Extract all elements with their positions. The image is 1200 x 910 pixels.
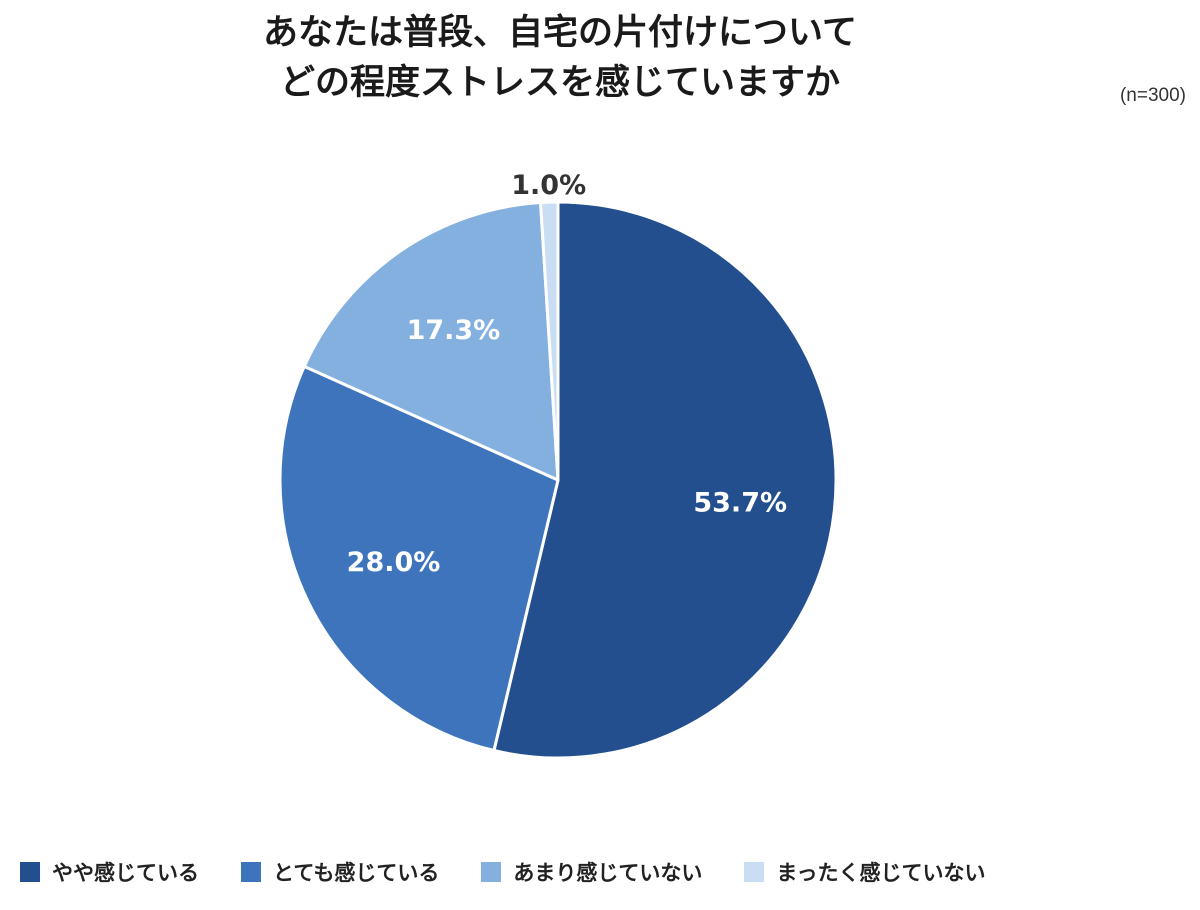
pie-label-very-stressed: 28.0% <box>347 547 441 578</box>
legend: やや感じている とても感じている あまり感じていない まったく感じていない <box>20 857 1200 887</box>
legend-swatch-4 <box>744 862 765 882</box>
chart-title-line-2: どの程度ストレスを感じていますか <box>279 63 840 103</box>
legend-label-3: あまり感じていない <box>513 861 703 885</box>
pie-label-not-at-all-stressed: 1.0% <box>511 170 586 201</box>
pie-slice-not-very-stressed <box>302 201 560 482</box>
pie-label-not-very-stressed: 17.3% <box>407 315 501 346</box>
chart-title-line-1: あなたは普段、自宅の片付けについて <box>263 13 857 53</box>
pie-slice-slightly-stressed <box>492 200 838 760</box>
sample-size-label: (n=300) <box>1119 85 1186 106</box>
legend-swatch-3 <box>481 862 502 882</box>
pie-slice-not-at-all-stressed <box>539 200 560 482</box>
pie-label-slightly-stressed: 53.7% <box>693 487 787 518</box>
legend-label-2: とても感じている <box>273 861 440 885</box>
legend-item-1: やや感じている <box>20 857 199 887</box>
legend-item-3: あまり感じていない <box>481 857 702 887</box>
legend-label-4: まったく感じていない <box>776 861 986 885</box>
legend-swatch-2 <box>241 862 261 882</box>
legend-item-4: まったく感じていない <box>744 857 986 887</box>
legend-item-2: とても感じている <box>241 857 439 887</box>
pie-slice-very-stressed <box>278 364 560 753</box>
legend-label-1: やや感じている <box>52 861 199 885</box>
legend-swatch-1 <box>20 862 40 882</box>
chart-title: あなたは普段、自宅の片付けについて どの程度ストレスを感じていますか <box>0 8 1120 108</box>
